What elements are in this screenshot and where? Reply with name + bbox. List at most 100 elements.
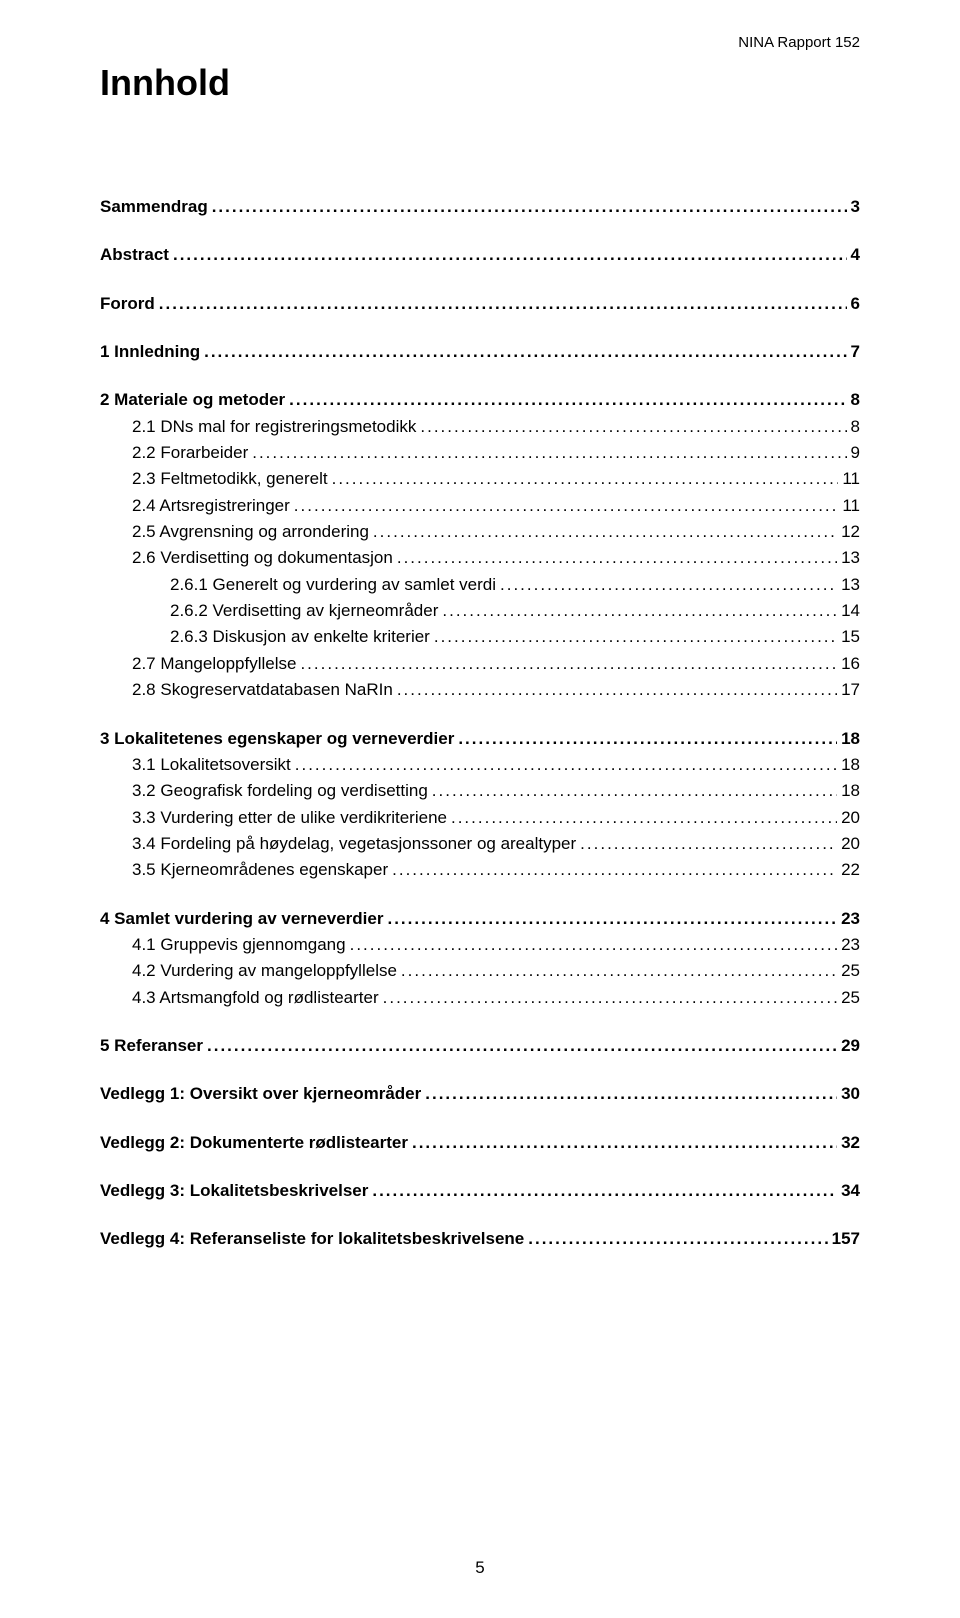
toc-row: 3.4 Fordeling på høydelag, vegetasjonsso…	[100, 831, 860, 857]
toc-row: 2.2 Forarbeider9	[100, 440, 860, 466]
toc-leader-dots	[392, 857, 837, 883]
toc-entry-label: 4 Samlet vurdering av verneverdier	[100, 906, 383, 932]
toc-leader-dots	[207, 1033, 837, 1059]
toc-leader-dots	[332, 466, 839, 492]
toc-entry-label: Vedlegg 1: Oversikt over kjerneområder	[100, 1081, 421, 1107]
toc-entry-page: 14	[841, 598, 860, 624]
toc-leader-dots	[528, 1226, 827, 1252]
toc-row: 2.1 DNs mal for registreringsmetodikk8	[100, 414, 860, 440]
toc-entry-label: 2.6.2 Verdisetting av kjerneområder	[170, 598, 438, 624]
toc-entry-label: 3.5 Kjerneområdenes egenskaper	[132, 857, 388, 883]
toc-entry-label: 2.2 Forarbeider	[132, 440, 248, 466]
toc-leader-dots	[252, 440, 846, 466]
toc-leader-dots	[434, 624, 837, 650]
toc-entry-label: 3.3 Vurdering etter de ulike verdikriter…	[132, 805, 447, 831]
toc-entry-label: Vedlegg 2: Dokumenterte rødlistearter	[100, 1130, 408, 1156]
toc-leader-dots	[300, 651, 837, 677]
toc-leader-dots	[173, 242, 847, 268]
toc-entry-label: 4.1 Gruppevis gjennomgang	[132, 932, 346, 958]
toc-entry-page: 3	[851, 194, 860, 220]
toc-leader-dots	[580, 831, 837, 857]
toc-row: 2.6.3 Diskusjon av enkelte kriterier 15	[100, 624, 860, 650]
toc-entry-label: 2.6.3 Diskusjon av enkelte kriterier	[170, 624, 430, 650]
toc-entry-label: 5 Referanser	[100, 1033, 203, 1059]
toc-entry-label: 4.3 Artsmangfold og rødlistearter	[132, 985, 379, 1011]
toc-entry-page: 11	[842, 493, 860, 519]
toc-entry-page: 20	[841, 831, 860, 857]
toc-row: Vedlegg 2: Dokumenterte rødlistearter 32	[100, 1130, 860, 1156]
toc-entry-label: 2.5 Avgrensning og arrondering	[132, 519, 369, 545]
toc-entry-page: 7	[851, 339, 860, 365]
toc-entry-page: 29	[841, 1033, 860, 1059]
toc-leader-dots	[458, 726, 837, 752]
toc-entry-page: 8	[851, 414, 860, 440]
toc-entry-label: Abstract	[100, 242, 169, 268]
toc-row: 3 Lokalitetenes egenskaper og verneverdi…	[100, 726, 860, 752]
toc-entry-page: 30	[841, 1081, 860, 1107]
toc-row: 3.1 Lokalitetsoversikt18	[100, 752, 860, 778]
toc-entry-label: 2.7 Mangeloppfyllelse	[132, 651, 296, 677]
toc-entry-page: 25	[841, 985, 860, 1011]
toc-row: 2 Materiale og metoder 8	[100, 387, 860, 413]
toc-leader-dots	[350, 932, 837, 958]
toc-entry-label: 1 Innledning	[100, 339, 200, 365]
toc-entry-page: 16	[841, 651, 860, 677]
toc-row: 4.3 Artsmangfold og rødlistearter 25	[100, 985, 860, 1011]
toc-leader-dots	[451, 805, 837, 831]
toc-leader-dots	[372, 1178, 837, 1204]
toc-spacer	[100, 1059, 860, 1081]
toc-entry-label: 2 Materiale og metoder	[100, 387, 285, 413]
toc-entry-label: 3.4 Fordeling på høydelag, vegetasjonsso…	[132, 831, 576, 857]
toc-row: Vedlegg 3: Lokalitetsbeskrivelser 34	[100, 1178, 860, 1204]
toc-row: Abstract 4	[100, 242, 860, 268]
toc-row: 2.6.2 Verdisetting av kjerneområder 14	[100, 598, 860, 624]
toc-entry-label: 2.6.1 Generelt og vurdering av samlet ve…	[170, 572, 496, 598]
toc-row: 2.5 Avgrensning og arrondering 12	[100, 519, 860, 545]
toc-row: 3.3 Vurdering etter de ulike verdikriter…	[100, 805, 860, 831]
toc-leader-dots	[401, 958, 837, 984]
toc-entry-page: 32	[841, 1130, 860, 1156]
toc-row: 4.2 Vurdering av mangeloppfyllelse 25	[100, 958, 860, 984]
toc-row: 2.6 Verdisetting og dokumentasjon13	[100, 545, 860, 571]
toc-leader-dots	[204, 339, 846, 365]
toc-entry-page: 22	[841, 857, 860, 883]
toc-spacer	[100, 1011, 860, 1033]
toc-leader-dots	[212, 194, 847, 220]
toc-entry-label: 2.4 Artsregistreringer	[132, 493, 290, 519]
toc-spacer	[100, 269, 860, 291]
toc-entry-page: 23	[841, 906, 860, 932]
toc-spacer	[100, 1204, 860, 1226]
toc-spacer	[100, 365, 860, 387]
toc-spacer	[100, 220, 860, 242]
toc-row: 2.6.1 Generelt og vurdering av samlet ve…	[100, 572, 860, 598]
toc-entry-page: 25	[841, 958, 860, 984]
toc-entry-page: 8	[851, 387, 860, 413]
toc-entry-page: 13	[841, 545, 860, 571]
toc-row: Forord6	[100, 291, 860, 317]
toc-entry-page: 20	[841, 805, 860, 831]
toc-entry-label: 3 Lokalitetenes egenskaper og verneverdi…	[100, 726, 454, 752]
toc-entry-page: 4	[851, 242, 860, 268]
toc-entry-label: 3.1 Lokalitetsoversikt	[132, 752, 291, 778]
toc-row: 5 Referanser 29	[100, 1033, 860, 1059]
toc-leader-dots	[432, 778, 837, 804]
toc-entry-label: 2.3 Feltmetodikk, generelt	[132, 466, 328, 492]
toc-leader-dots	[295, 752, 837, 778]
toc-entry-label: Vedlegg 3: Lokalitetsbeskrivelser	[100, 1178, 368, 1204]
toc-entry-label: 4.2 Vurdering av mangeloppfyllelse	[132, 958, 397, 984]
toc-row: 1 Innledning 7	[100, 339, 860, 365]
toc-entry-page: 15	[841, 624, 860, 650]
toc-entry-page: 34	[841, 1178, 860, 1204]
toc-entry-page: 6	[851, 291, 860, 317]
toc-leader-dots	[387, 906, 837, 932]
toc-leader-dots	[397, 677, 837, 703]
toc-entry-page: 18	[841, 778, 860, 804]
toc-entry-label: Sammendrag	[100, 194, 208, 220]
toc-spacer	[100, 1156, 860, 1178]
toc-row: 2.8 Skogreservatdatabasen NaRIn17	[100, 677, 860, 703]
toc-entry-page: 12	[841, 519, 860, 545]
report-header-label: NINA Rapport 152	[738, 34, 860, 51]
toc-entry-label: 3.2 Geografisk fordeling og verdisetting	[132, 778, 428, 804]
toc-row: 3.2 Geografisk fordeling og verdisetting…	[100, 778, 860, 804]
toc-entry-label: 2.8 Skogreservatdatabasen NaRIn	[132, 677, 393, 703]
